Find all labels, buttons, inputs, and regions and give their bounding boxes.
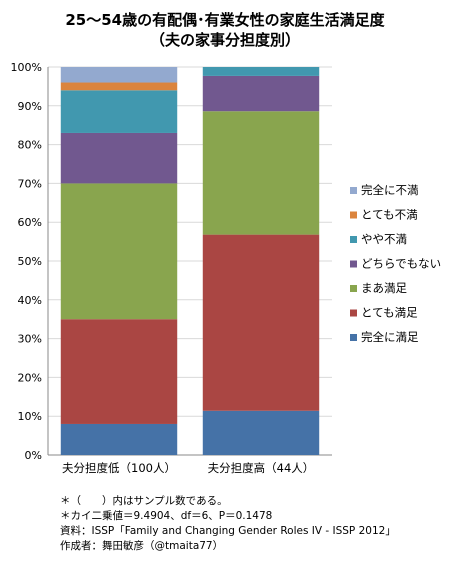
legend-swatch: [350, 260, 357, 268]
bar-segment: [60, 183, 178, 320]
chart-title: 25～54歳の有配偶･有業女性の家庭生活満足度: [65, 11, 385, 29]
legend-swatch: [350, 236, 357, 243]
legend-swatch: [350, 211, 357, 219]
x-category-label: 夫分担度高（44人）: [208, 461, 315, 475]
bar-segment: [60, 319, 178, 424]
y-tick-label: 10%: [18, 410, 42, 423]
notes: ＊（ ）内はサンプル数である。 ＊カイ二乗値＝9.4904、df＝6、P＝0.1…: [60, 494, 396, 554]
stacked-bar-chart: 0% 10% 20% 30% 40% 50% 60% 70% 80% 90% 100% 夫分担度低（1…: [11, 61, 442, 475]
note-sample-size: ＊（ ）内はサンプル数である。: [60, 495, 228, 507]
bar-segment: [60, 132, 178, 184]
bar-segment: [202, 234, 320, 411]
legend-label: やや不満: [361, 232, 407, 246]
bar-segment: [60, 82, 178, 91]
legend-label: 完全に満足: [361, 330, 419, 344]
legend-swatch: [350, 309, 357, 317]
y-tick-label: 70%: [18, 177, 42, 190]
legend-swatch: [350, 285, 357, 292]
bar-segment: [60, 67, 178, 83]
y-tick-label: 30%: [18, 333, 42, 346]
y-tick-label: 40%: [18, 294, 42, 307]
y-tick-label: 100%: [11, 61, 42, 74]
x-category-label: 夫分担度低（100人）: [62, 461, 176, 475]
bar-segment: [202, 67, 320, 76]
legend-label: まあ満足: [361, 281, 407, 295]
legend-label: 完全に不満: [361, 183, 419, 197]
bar-segment: [202, 111, 320, 235]
y-tick-label: 50%: [18, 255, 42, 268]
chart-subtitle: （夫の家事分担度別）: [149, 31, 300, 49]
y-tick-label: 60%: [18, 216, 42, 229]
y-tick-label: 20%: [18, 371, 42, 384]
legend-label: とても不満: [361, 208, 418, 222]
bar-segment: [60, 90, 178, 133]
bar-segment: [60, 423, 178, 455]
note-author: 作成者：舞田敏彦（@tmaita77）: [60, 540, 224, 552]
legend-swatch: [350, 334, 357, 341]
note-chi-square: ＊カイ二乗値＝9.4904、df＝6、P＝0.1478: [60, 510, 273, 522]
legend-label: とても満足: [361, 306, 418, 320]
y-tick-label: 80%: [18, 139, 42, 152]
legend-label: どちらでもない: [361, 257, 441, 271]
note-source: 資料：ISSP「Family and Changing Gender Roles…: [60, 525, 396, 537]
legend-swatch: [350, 187, 357, 194]
bar-segment: [202, 75, 320, 112]
bar-segment: [202, 410, 320, 455]
y-tick-label: 90%: [18, 100, 42, 113]
y-tick-label: 0%: [25, 449, 42, 462]
